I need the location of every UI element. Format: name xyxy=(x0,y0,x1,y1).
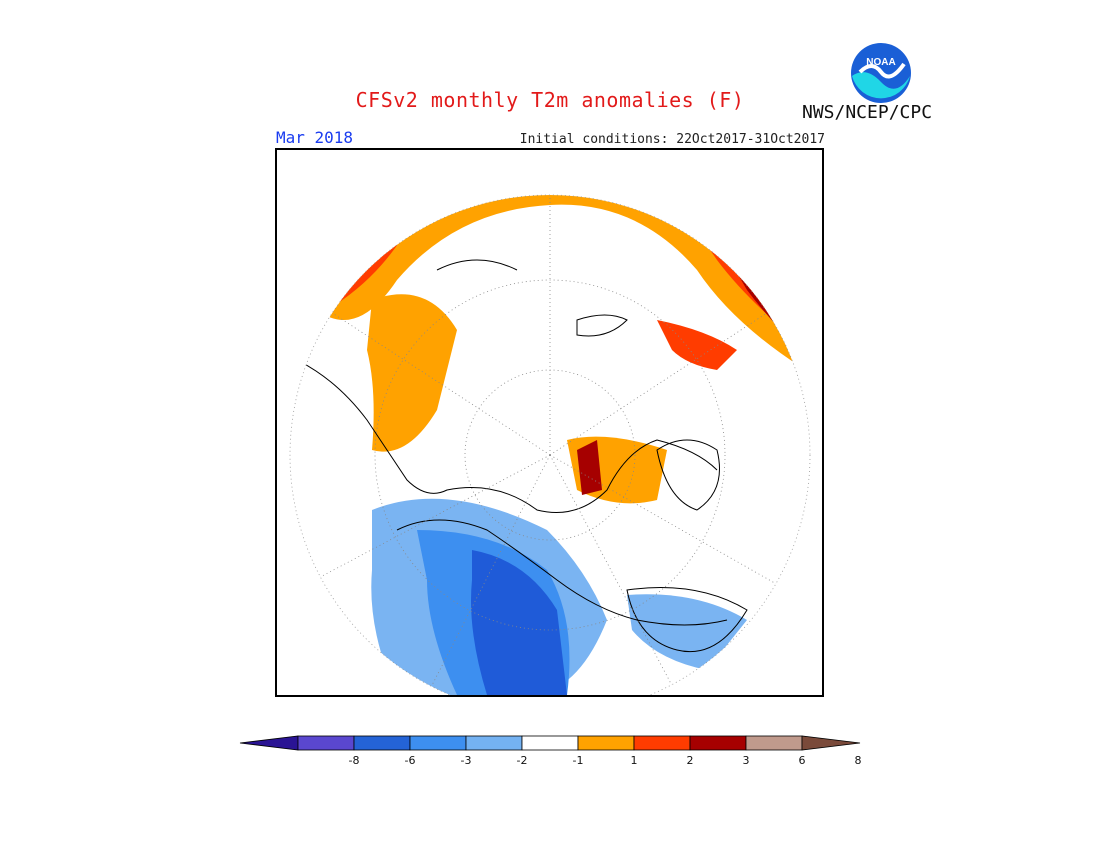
warmer-patch-east xyxy=(657,320,737,370)
colorbar-box xyxy=(409,735,467,751)
colorbar-tick-label: -6 xyxy=(405,754,416,767)
noaa-logo-text: NOAA xyxy=(866,57,895,68)
warmer-band-east xyxy=(607,195,797,340)
colorbar-box xyxy=(745,735,803,751)
colorbar-box xyxy=(521,735,579,751)
coastlines xyxy=(296,259,748,653)
colorbar-box xyxy=(633,735,691,751)
colorbar-tick-label: 6 xyxy=(799,754,806,767)
cool-anomaly-greenland xyxy=(627,594,747,670)
colorbar-box xyxy=(353,735,411,751)
colorbar-tick-label: -8 xyxy=(349,754,360,767)
colorbar-tick-label: -2 xyxy=(517,754,528,767)
colorbar-tick-label: 1 xyxy=(631,754,638,767)
colorbar-box xyxy=(465,735,523,751)
noaa-logo: NOAA xyxy=(851,43,911,103)
colorbar: -8 -6 -3 -2 -1 1 2 3 6 8 xyxy=(239,735,862,767)
colorbar-tick-label: 2 xyxy=(687,754,694,767)
colorbar-box xyxy=(297,735,355,751)
colorbar-arrow-low xyxy=(239,735,299,751)
map-frame xyxy=(275,148,824,716)
initial-conditions: Initial conditions: 22Oct2017-31Oct2017 xyxy=(519,132,825,147)
warm-lobe-west xyxy=(367,294,457,452)
colorbar-tick-label: -3 xyxy=(461,754,472,767)
colorbar-tick-label: 3 xyxy=(743,754,750,767)
colorbar-box xyxy=(577,735,635,751)
organization-label: NWS/NCEP/CPC xyxy=(802,102,933,123)
strong-cold-anomaly-region xyxy=(471,550,567,695)
colorbar-tick-label: 8 xyxy=(855,754,862,767)
forecast-period: Mar 2018 xyxy=(276,128,354,147)
colorbar-arrow-high xyxy=(801,735,861,751)
colorbar-tick-label: -1 xyxy=(573,754,584,767)
map-title: CFSv2 monthly T2m anomalies (F) xyxy=(355,88,745,112)
colorbar-box xyxy=(689,735,747,751)
polar-map xyxy=(289,194,811,716)
